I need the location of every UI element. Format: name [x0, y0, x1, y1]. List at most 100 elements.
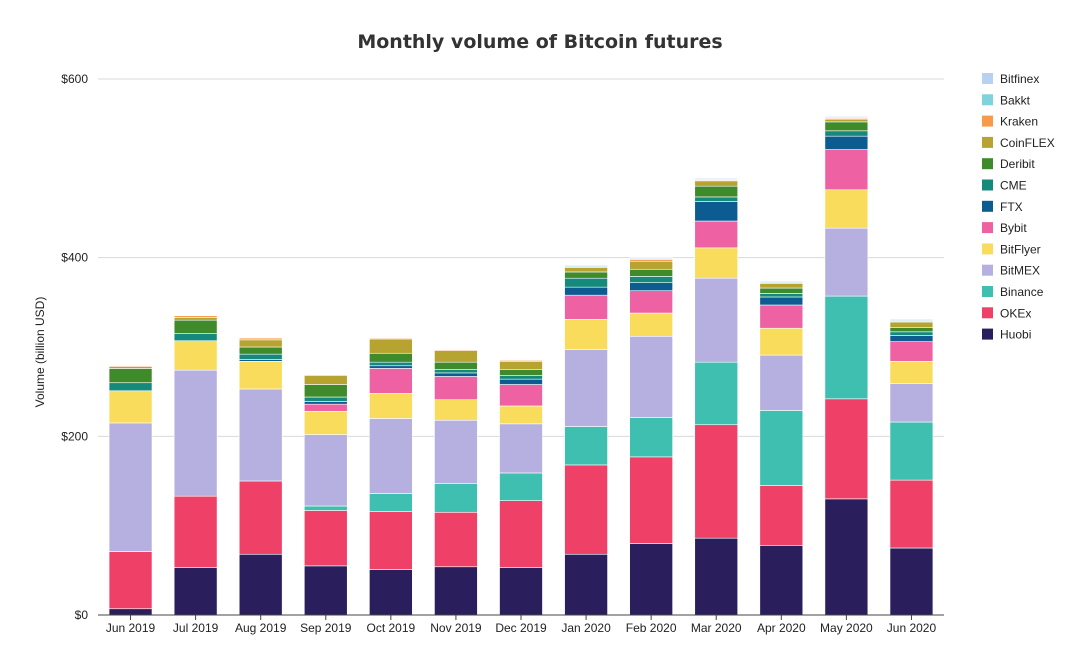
bar-segment-coinflex: [564, 267, 608, 273]
bar-segment-bitflyer: [303, 411, 348, 435]
bar-segment-kraken: [238, 337, 283, 341]
legend-item-deribit: Deribit: [982, 157, 1035, 171]
bar-segment-binance: [629, 417, 673, 458]
bar-segment-huobi: [369, 569, 413, 616]
bar-segment-okex: [303, 510, 348, 567]
bar-stack: [108, 365, 153, 616]
bar-segment-bitmex: [629, 335, 673, 418]
legend-swatch: [982, 179, 993, 191]
legend-label: Bakkt: [1000, 93, 1031, 107]
legend: Bitfinex Bakkt Kraken CoinFLEX Deribit CME FTX…: [982, 72, 1055, 342]
legend-item-binance: Binance: [982, 285, 1044, 299]
bar-segment-deribit: [759, 287, 804, 294]
bar-segment-okex: [238, 480, 283, 555]
legend-item-bitfinex: Bitfinex: [982, 72, 1039, 86]
bar-segment-bitflyer: [824, 189, 869, 229]
bar-segment-cme: [564, 277, 608, 288]
bar-segment-kraken: [369, 337, 413, 340]
bar-segment-deribit: [499, 369, 543, 376]
bar-segment-coinflex: [629, 260, 673, 270]
legend-swatch: [982, 94, 993, 106]
bar-segment-deribit: [824, 121, 869, 132]
bar-segment-ftx: [889, 335, 934, 342]
bar-segment-cme: [694, 196, 739, 202]
bar-segment-deribit: [629, 268, 673, 277]
bar-segment-ftx: [824, 135, 869, 150]
bar-segment-binance: [434, 483, 478, 513]
legend-item-bybit: Bybit: [982, 221, 1027, 235]
x-tick-label: Oct 2019: [366, 621, 415, 635]
bar-segment-huobi: [499, 567, 543, 616]
x-tick-label: Jan 2020: [561, 621, 611, 635]
bar-segment-huobi: [694, 537, 739, 616]
bar-segment-bitflyer: [369, 393, 413, 419]
bar-segment-coinflex: [173, 317, 218, 321]
bar-segment-okex: [629, 456, 673, 544]
x-tick-label: Jun 2020: [887, 621, 937, 635]
bar-segment-deribit: [173, 319, 218, 334]
y-axis-title: Volume (billion USD): [33, 297, 47, 408]
legend-item-bitflyer: BitFlyer: [982, 242, 1041, 256]
bar-segment-bitflyer: [564, 319, 608, 350]
legend-swatch: [982, 286, 993, 297]
bar-segment-bitfinex: [889, 319, 934, 321]
bar-segment-okex: [108, 551, 153, 610]
legend-swatch: [982, 328, 993, 340]
bar-stacks: [108, 116, 934, 616]
legend-label: Kraken: [1000, 115, 1038, 129]
bar-stack: [499, 360, 543, 616]
bar-segment-bitfinex: [759, 280, 804, 283]
bar-segment-okex: [889, 479, 934, 549]
bar-segment-okex: [824, 398, 869, 500]
x-tick-label: Apr 2020: [757, 621, 806, 635]
y-tick-label: $600: [61, 72, 88, 86]
bar-segment-coinflex: [434, 350, 478, 363]
bar-segment-huobi: [629, 543, 673, 616]
legend-item-bakkt: Bakkt: [982, 93, 1031, 107]
legend-swatch: [982, 73, 993, 84]
legend-item-coinflex: CoinFLEX: [982, 136, 1055, 150]
bar-segment-deribit: [303, 384, 348, 398]
legend-swatch: [982, 307, 993, 319]
bar-stack: [629, 257, 673, 616]
bar-segment-bitmex: [499, 423, 543, 474]
legend-item-kraken: Kraken: [982, 115, 1038, 129]
bar-stack: [889, 319, 934, 616]
y-axis: $0 $200 $400 $600: [61, 72, 88, 622]
bar-segment-binance: [694, 361, 739, 426]
legend-label: CME: [1000, 179, 1027, 193]
bar-segment-kraken: [434, 349, 478, 351]
bar-segment-bitmex: [434, 419, 478, 484]
bar-segment-bitmex: [238, 388, 283, 482]
bar-segment-huobi: [759, 545, 804, 616]
bar-segment-bitmex: [173, 369, 218, 497]
bar-segment-binance: [889, 421, 934, 481]
bar-segment-deribit: [108, 368, 153, 384]
bar-segment-deribit: [564, 271, 608, 279]
bar-segment-ftx: [434, 372, 478, 377]
x-tick-label: Mar 2020: [691, 621, 742, 635]
bar-segment-bitflyer: [108, 390, 153, 424]
bar-segment-bitmex: [889, 383, 934, 423]
bar-segment-bitmex: [759, 354, 804, 411]
chart-title: Monthly volume of Bitcoin futures: [357, 31, 722, 53]
bar-segment-bitfinex: [824, 116, 869, 118]
bar-stack: [173, 315, 218, 616]
bar-segment-bitflyer: [499, 405, 543, 425]
bar-segment-okex: [759, 485, 804, 546]
legend-swatch: [982, 158, 993, 170]
x-tick-label: Feb 2020: [626, 621, 677, 635]
x-tick-label: Sep 2019: [300, 621, 352, 635]
bar-segment-bitflyer: [889, 360, 934, 384]
legend-item-bitmex: BitMEX: [982, 264, 1040, 278]
bar-segment-bitfinex: [629, 257, 673, 259]
y-tick-label: $400: [61, 251, 88, 265]
bar-segment-bitfinex: [564, 264, 608, 267]
bar-stack: [564, 264, 608, 616]
bar-segment-ftx: [629, 282, 673, 292]
legend-label: CoinFLEX: [1000, 136, 1055, 150]
legend-item-ftx: FTX: [982, 200, 1023, 214]
bar-segment-bitflyer: [694, 247, 739, 279]
legend-item-huobi: Huobi: [982, 328, 1031, 342]
bar-segment-deribit: [369, 352, 413, 363]
